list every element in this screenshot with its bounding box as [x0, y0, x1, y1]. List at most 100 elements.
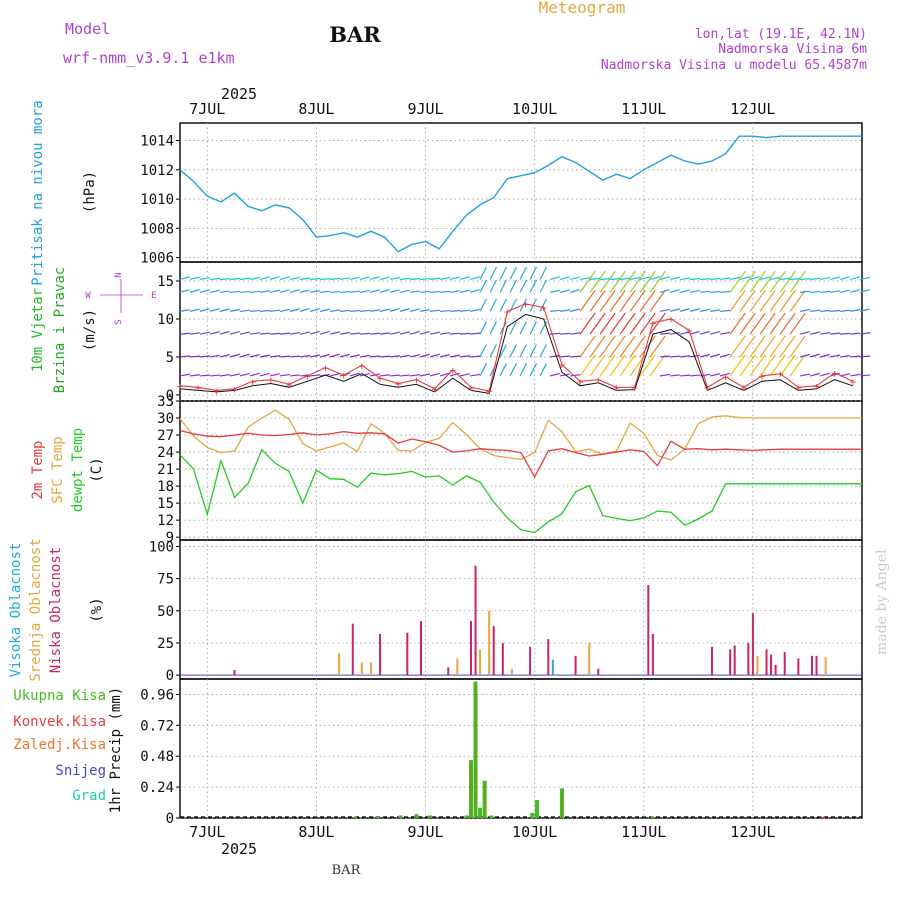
cloud-bar	[597, 668, 600, 676]
precip-legend-entry: Grad	[72, 788, 106, 804]
wind-arrow	[729, 354, 746, 377]
wind-arrow	[189, 374, 201, 377]
wind-arrow	[549, 289, 561, 293]
temp-tick-label: 9	[166, 530, 174, 546]
wind-arrow	[529, 344, 537, 358]
cloud-ylabel-mid: Srednja Oblacnost	[28, 538, 44, 681]
wind-arrow	[380, 355, 391, 358]
wind-arrow	[470, 332, 481, 335]
wind-arrow	[690, 289, 701, 293]
wind-arrow	[559, 289, 570, 293]
cloud-bar	[588, 642, 591, 676]
wind-arrow	[369, 276, 380, 281]
day-label-top: 11JUL	[621, 100, 666, 118]
chart-title: Meteogram	[539, 0, 626, 17]
wind-arrow	[519, 363, 527, 377]
wind-arrow	[660, 308, 671, 312]
wind-arrow	[179, 289, 190, 293]
cloud-bar	[815, 655, 818, 676]
wind-gust-marker: +	[395, 378, 402, 391]
wind-arrow	[749, 354, 766, 377]
wind-arrow	[289, 355, 301, 358]
cloud-ylabel-low: Niska Oblacnost	[48, 547, 64, 673]
wind-arrow	[720, 331, 731, 335]
wind-arrow	[840, 289, 851, 293]
wind-arrow	[329, 373, 340, 377]
pressure-tick-label: 1014	[140, 134, 174, 150]
wind-arrow	[209, 374, 221, 377]
day-label-bottom: 8JUL	[298, 823, 334, 841]
wind-arrow	[339, 277, 351, 281]
precip-panel: 0 0.24 0.48 0.72 0.96	[140, 678, 863, 827]
wind-gust-marker: +	[595, 374, 602, 387]
precip-bar	[534, 799, 539, 818]
wind-arrow	[810, 353, 820, 358]
wind-gust-marker: +	[231, 383, 238, 396]
wind-arrow	[749, 289, 766, 312]
compass-west: W	[85, 291, 91, 301]
pressure-tick-label: 1010	[140, 192, 174, 208]
wind-arrow	[289, 331, 300, 335]
wind-arrow	[489, 298, 497, 312]
wind-arrow	[589, 354, 606, 377]
wind-arrow	[820, 276, 831, 281]
wind-arrow	[639, 276, 650, 281]
watermark: made by Angel	[874, 549, 890, 655]
wind-arrow	[639, 270, 656, 293]
wind-arrow	[489, 344, 497, 358]
wind-arrow	[309, 290, 320, 293]
precip-bar	[650, 816, 655, 818]
wind-arrow	[759, 354, 776, 377]
wind-arrow	[789, 312, 806, 335]
wind-arrow	[599, 354, 616, 377]
wind-arrow	[800, 353, 810, 358]
wind-arrow	[389, 308, 400, 312]
precip-legend-entry: Zaledj.Kisa	[13, 737, 106, 753]
2m-temp-line	[179, 429, 862, 479]
wind-arrow	[400, 374, 411, 377]
temp-tick-label: 15	[157, 496, 174, 512]
sfc-temp-line	[179, 409, 862, 461]
wind-arrow	[569, 308, 580, 312]
day-label-bottom: 10JUL	[512, 823, 557, 841]
wind-arrow	[309, 277, 321, 281]
wind-arrow	[269, 332, 281, 335]
cloud-bar	[547, 639, 550, 676]
model-label: Model	[65, 20, 110, 38]
wind-arrow	[349, 332, 361, 335]
cloud-bar	[488, 610, 491, 676]
wind-gust-marker: +	[340, 369, 347, 382]
cloud-tick-label: 75	[157, 572, 174, 588]
wind-arrow	[209, 277, 221, 281]
precip-bar	[428, 815, 433, 818]
wind-arrow	[519, 279, 527, 293]
day-label-bottom: 9JUL	[407, 823, 443, 841]
precip-tick-label: 0.48	[140, 749, 174, 765]
wind-arrow	[749, 312, 766, 335]
wind-arrow	[539, 266, 547, 280]
wind-ylabel: 10m Vjetar	[30, 288, 46, 372]
wind-arrow	[619, 289, 636, 312]
wind-arrow	[259, 309, 271, 312]
wind-arrow	[759, 335, 776, 358]
wind-arrow	[570, 374, 581, 377]
wind-arrow	[749, 335, 766, 358]
wind-arrow	[329, 353, 340, 358]
wind-arrow	[439, 372, 450, 377]
wind-arrow	[659, 289, 670, 293]
wind-arrow	[390, 374, 401, 377]
wind-arrow	[599, 335, 616, 358]
precip-legend-entry: Ukupna Kisa	[13, 688, 106, 704]
wind-arrow	[389, 331, 400, 335]
pressure-frame	[179, 122, 863, 263]
temp-tick-label: 30	[157, 411, 174, 427]
wind-arrow	[820, 372, 830, 377]
wind-arrow	[469, 373, 481, 377]
wind-arrow	[440, 290, 451, 293]
wind-arrow	[860, 289, 870, 293]
wind-arrow	[570, 332, 581, 335]
wind-arrow	[790, 278, 801, 281]
wind-arrow	[830, 290, 841, 293]
wind-arrow	[550, 309, 561, 312]
wind-arrow	[710, 290, 721, 293]
